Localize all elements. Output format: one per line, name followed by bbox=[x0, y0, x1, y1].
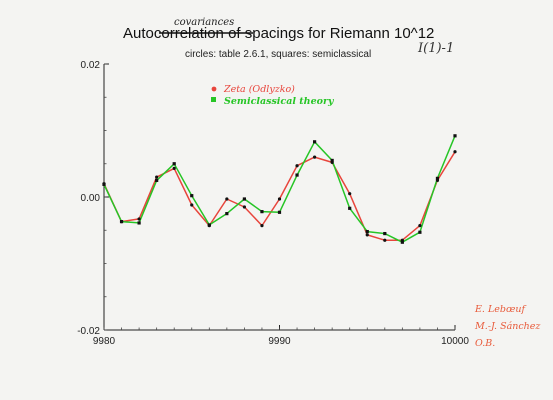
point-semiclassical-theory bbox=[277, 210, 282, 214]
point-semiclassical-theory bbox=[435, 176, 440, 180]
point-semiclassical-theory bbox=[190, 194, 194, 198]
signature-line-2: M.-J. Sánchez bbox=[474, 321, 541, 332]
x-tick-label-2: 10000 bbox=[441, 336, 469, 347]
signature-line-3: O.B. bbox=[475, 338, 495, 349]
signature: E. Lebœuf M.-J. Sánchez O.B. bbox=[474, 304, 541, 349]
point-zeta-odlyzko bbox=[453, 150, 457, 154]
legend-label-semiclassical: Semiclassical theory bbox=[224, 96, 335, 107]
point-zeta-odlyzko bbox=[260, 223, 264, 228]
title-rest: of spacings for Riemann 10^12 bbox=[224, 25, 435, 42]
point-semiclassical-theory bbox=[418, 230, 422, 234]
point-zeta-odlyzko bbox=[225, 197, 229, 201]
point-zeta-odlyzko bbox=[313, 155, 317, 159]
point-semiclassical-theory bbox=[155, 178, 159, 182]
y-tick-label-0: 0.02 bbox=[81, 60, 101, 71]
point-zeta-odlyzko bbox=[172, 166, 176, 171]
point-zeta-odlyzko bbox=[348, 192, 352, 196]
point-semiclassical-theory bbox=[260, 210, 264, 214]
point-semiclassical-theory bbox=[453, 134, 457, 138]
title-inserted-word: covariances bbox=[174, 17, 234, 28]
point-semiclassical-theory bbox=[348, 206, 352, 210]
point-zeta-odlyzko bbox=[242, 205, 246, 209]
point-zeta-odlyzko bbox=[295, 164, 299, 168]
point-semiclassical-theory bbox=[172, 162, 176, 166]
point-zeta-odlyzko bbox=[155, 175, 159, 179]
series-line-zeta-odlyzko bbox=[103, 151, 456, 241]
point-semiclassical-theory bbox=[365, 229, 369, 234]
title-prefix: Auto bbox=[123, 25, 154, 42]
chart-subtitle: circles: table 2.6.1, squares: semiclass… bbox=[185, 49, 371, 60]
point-semiclassical-theory bbox=[119, 220, 124, 224]
y-tick-label-2: -0.02 bbox=[77, 326, 100, 337]
point-semiclassical-theory bbox=[225, 212, 229, 216]
series-layer bbox=[102, 134, 457, 244]
point-zeta-odlyzko bbox=[418, 223, 422, 228]
point-semiclassical-theory bbox=[313, 140, 317, 144]
corner-note: I(1)-1 bbox=[417, 41, 454, 56]
point-semiclassical-theory bbox=[102, 182, 106, 186]
point-semiclassical-theory bbox=[295, 173, 299, 177]
legend-marker-zeta bbox=[211, 86, 217, 92]
signature-line-1: E. Lebœuf bbox=[474, 304, 526, 315]
point-semiclassical-theory bbox=[207, 223, 211, 227]
series-line-semiclassical-theory bbox=[103, 135, 456, 243]
point-zeta-odlyzko bbox=[383, 238, 387, 242]
point-semiclassical-theory bbox=[400, 240, 404, 244]
legend-label-zeta: Zeta (Odlyzko) bbox=[223, 84, 295, 95]
point-zeta-odlyzko bbox=[365, 233, 369, 237]
chart-title: Autocorrelation of spacings for Riemann … bbox=[123, 25, 434, 42]
legend-marker-semiclassical bbox=[211, 97, 216, 102]
legend: Zeta (Odlyzko) Semiclassical theory bbox=[211, 84, 335, 107]
point-semiclassical-theory bbox=[137, 221, 141, 225]
point-zeta-odlyzko bbox=[137, 217, 141, 221]
x-tick-label-1: 9990 bbox=[268, 336, 291, 347]
point-semiclassical-theory bbox=[242, 197, 246, 201]
point-zeta-odlyzko bbox=[190, 203, 194, 207]
point-zeta-odlyzko bbox=[277, 197, 282, 201]
x-tick-label-0: 9980 bbox=[93, 336, 116, 347]
point-semiclassical-theory bbox=[383, 231, 387, 236]
point-semiclassical-theory bbox=[330, 158, 334, 163]
y-tick-label-1: 0.00 bbox=[81, 193, 101, 204]
